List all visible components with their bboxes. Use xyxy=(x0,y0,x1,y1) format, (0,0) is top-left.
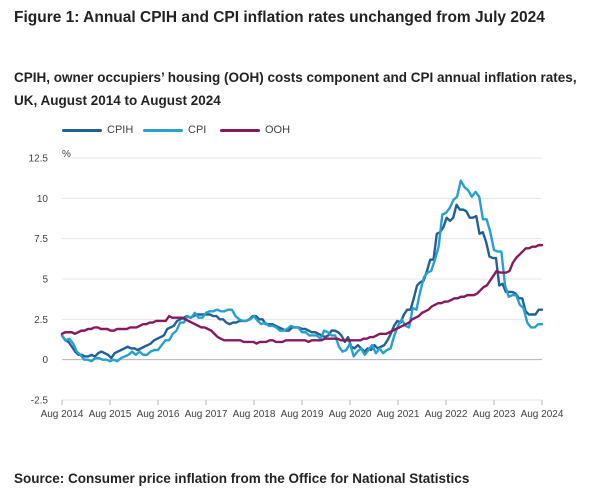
y-tick-label: 10 xyxy=(37,194,49,205)
legend-label-cpih: CPIH xyxy=(107,124,134,136)
x-tick-label: Aug 2014 xyxy=(41,409,84,420)
legend-item-cpih: CPIH xyxy=(62,124,133,136)
x-tick-label: Aug 2019 xyxy=(281,409,324,420)
source-note: Source: Consumer price inflation from th… xyxy=(14,471,470,486)
legend-swatch-cpih xyxy=(62,128,102,132)
series-lines xyxy=(60,179,544,363)
y-tick-label: 12.5 xyxy=(29,154,49,165)
legend-item-cpi: CPI xyxy=(143,124,206,136)
x-tick-label: Aug 2020 xyxy=(329,409,372,420)
x-tick-label: Aug 2023 xyxy=(473,409,516,420)
x-tick-label: Aug 2022 xyxy=(425,409,468,420)
series-line-ooh xyxy=(60,243,544,345)
x-tick-label: Aug 2024 xyxy=(521,409,564,420)
x-axis-tick-labels: Aug 2014 Aug 2015 Aug 2016 Aug 2017 Aug 2018… xyxy=(41,400,564,420)
gridlines xyxy=(62,157,542,401)
legend-label-ooh: OOH xyxy=(265,124,291,136)
y-tick-label: 2.5 xyxy=(34,315,48,326)
x-tick-label: Aug 2016 xyxy=(137,409,180,420)
y-axis-label: % xyxy=(62,149,71,160)
figure-title: Figure 1: Annual CPIH and CPI inflation … xyxy=(14,9,545,26)
legend-swatch-cpi xyxy=(143,128,183,132)
legend-swatch-ooh xyxy=(220,128,260,132)
x-tick-label: Aug 2021 xyxy=(377,409,420,420)
y-tick-label: 5 xyxy=(42,275,48,286)
y-axis-tick-labels: -2.5 0 2.5 5 7.5 10 12.5 xyxy=(29,154,49,407)
series-line-cpi xyxy=(60,179,544,363)
y-tick-label: 7.5 xyxy=(34,234,48,245)
x-tick-label: Aug 2015 xyxy=(89,409,132,420)
x-tick-label: Aug 2018 xyxy=(233,409,276,420)
y-tick-label: -2.5 xyxy=(31,396,49,407)
x-tick-label: Aug 2017 xyxy=(185,409,228,420)
legend-label-cpi: CPI xyxy=(188,124,207,136)
series-line-cpih xyxy=(60,203,544,360)
y-tick-label: 0 xyxy=(42,355,48,366)
figure-subtitle: CPIH, owner occupiers’ housing (OOH) cos… xyxy=(14,70,577,108)
legend-item-ooh: OOH xyxy=(220,124,290,136)
